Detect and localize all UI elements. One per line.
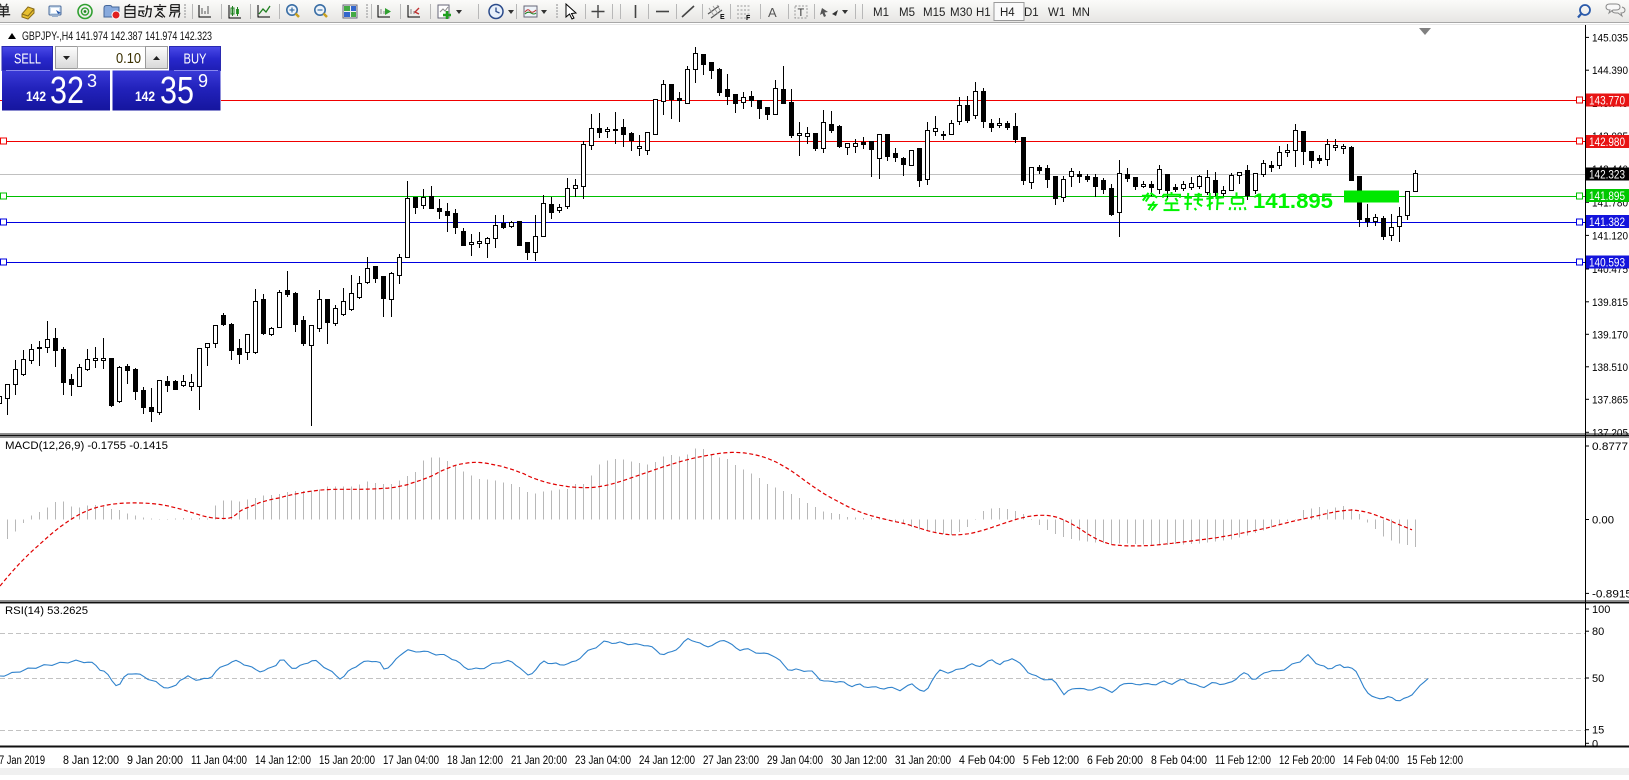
svg-text:24 Jan 12:00: 24 Jan 12:00 [639, 755, 695, 767]
svg-text:137.205: 137.205 [1592, 427, 1628, 439]
svg-text:142: 142 [135, 88, 155, 104]
svg-text:139.170: 139.170 [1592, 329, 1628, 341]
svg-text:142.980: 142.980 [1589, 137, 1625, 149]
svg-text:32: 32 [50, 70, 84, 112]
svg-text:141.895: 141.895 [1253, 190, 1333, 213]
svg-text:0.10: 0.10 [116, 51, 141, 67]
svg-text:9: 9 [198, 71, 208, 91]
svg-text:15: 15 [1592, 725, 1604, 737]
svg-text:H4: H4 [1000, 7, 1015, 19]
svg-text:8 Jan 12:00: 8 Jan 12:00 [63, 755, 119, 767]
svg-text:RSI(14) 53.2625: RSI(14) 53.2625 [5, 605, 88, 617]
svg-text:SELL: SELL [14, 52, 41, 68]
svg-text:18 Jan 12:00: 18 Jan 12:00 [447, 755, 503, 767]
svg-text:14 Feb 04:00: 14 Feb 04:00 [1343, 755, 1399, 767]
svg-text:-0.8915: -0.8915 [1592, 588, 1629, 600]
svg-text:143.770: 143.770 [1589, 96, 1625, 108]
svg-text:145.035: 145.035 [1592, 32, 1628, 44]
svg-text:MACD(12,26,9) -0.1755 -0.1415: MACD(12,26,9) -0.1755 -0.1415 [5, 440, 168, 452]
svg-text:12 Feb 20:00: 12 Feb 20:00 [1279, 755, 1335, 767]
svg-text:5 Feb 12:00: 5 Feb 12:00 [1023, 755, 1079, 767]
svg-text:6 Feb 20:00: 6 Feb 20:00 [1087, 755, 1143, 767]
svg-text:T: T [798, 7, 805, 19]
svg-text:0: 0 [1592, 738, 1598, 750]
svg-text:A: A [768, 5, 777, 20]
svg-text:W1: W1 [1048, 7, 1065, 19]
svg-text:GBPJPY-,H4 141.974 142.387 14: GBPJPY-,H4 141.974 142.387 141.974 142.3… [22, 29, 212, 43]
svg-text:29 Jan 04:00: 29 Jan 04:00 [767, 755, 823, 767]
svg-text:3: 3 [87, 71, 97, 91]
svg-text:15 Jan 20:00: 15 Jan 20:00 [319, 755, 375, 767]
svg-text:M30: M30 [950, 7, 972, 19]
svg-text:M15: M15 [923, 7, 945, 19]
svg-text:140.593: 140.593 [1589, 258, 1625, 270]
svg-text:31 Jan 20:00: 31 Jan 20:00 [895, 755, 951, 767]
svg-text:142: 142 [26, 88, 46, 104]
svg-text:15 Feb 12:00: 15 Feb 12:00 [1407, 755, 1463, 767]
svg-text:M5: M5 [899, 7, 915, 19]
svg-text:141.120: 141.120 [1592, 230, 1628, 242]
svg-text:7 Jan 2019: 7 Jan 2019 [0, 755, 45, 767]
svg-text:MN: MN [1072, 7, 1090, 19]
svg-text:30 Jan 12:00: 30 Jan 12:00 [831, 755, 887, 767]
svg-text:BUY: BUY [184, 52, 207, 68]
svg-text:27 Jan 23:00: 27 Jan 23:00 [703, 755, 759, 767]
svg-text:M1: M1 [873, 7, 889, 19]
svg-text:21 Jan 20:00: 21 Jan 20:00 [511, 755, 567, 767]
svg-text:141.382: 141.382 [1589, 217, 1625, 229]
svg-text:E: E [720, 14, 725, 21]
svg-text:138.510: 138.510 [1592, 362, 1628, 374]
svg-text:137.865: 137.865 [1592, 394, 1628, 406]
svg-text:35: 35 [160, 70, 194, 112]
svg-text:D1: D1 [1024, 7, 1039, 19]
svg-text:50: 50 [1592, 673, 1604, 685]
svg-text:H1: H1 [976, 7, 991, 19]
svg-text:F: F [746, 15, 751, 22]
svg-text:9 Jan 20:00: 9 Jan 20:00 [127, 755, 183, 767]
svg-text:23 Jan 04:00: 23 Jan 04:00 [575, 755, 631, 767]
svg-text:141.895: 141.895 [1589, 191, 1625, 203]
svg-text:139.815: 139.815 [1592, 297, 1628, 309]
svg-text:100: 100 [1592, 604, 1610, 616]
svg-text:144.390: 144.390 [1592, 65, 1628, 77]
svg-text:0.00: 0.00 [1592, 515, 1614, 527]
svg-text:11 Jan 04:00: 11 Jan 04:00 [191, 755, 247, 767]
svg-text:14 Jan 12:00: 14 Jan 12:00 [255, 755, 311, 767]
svg-text:4 Feb 04:00: 4 Feb 04:00 [959, 755, 1015, 767]
svg-text:11 Feb 12:00: 11 Feb 12:00 [1215, 755, 1271, 767]
svg-text:8 Feb 04:00: 8 Feb 04:00 [1151, 755, 1207, 767]
svg-text:142.323: 142.323 [1589, 170, 1625, 182]
svg-text:80: 80 [1592, 626, 1604, 638]
svg-text:0.8777: 0.8777 [1592, 441, 1628, 453]
svg-text:17 Jan 04:00: 17 Jan 04:00 [383, 755, 439, 767]
